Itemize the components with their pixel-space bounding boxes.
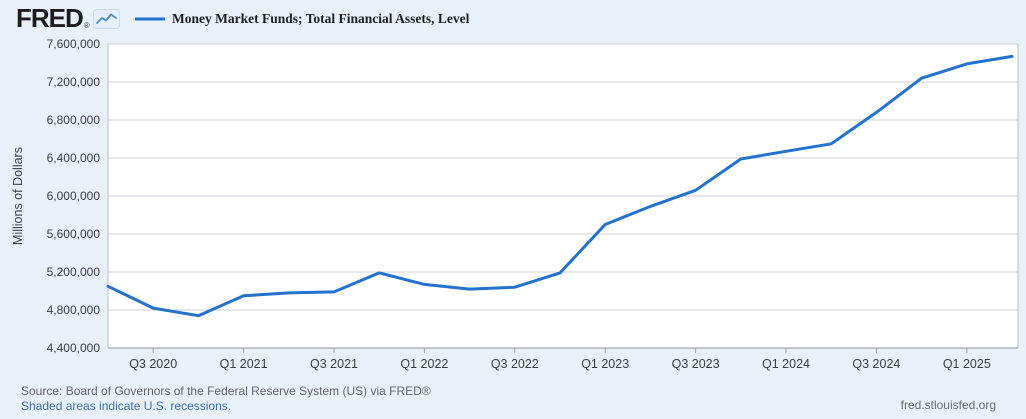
x-tick-label: Q3 2022	[491, 357, 539, 371]
data-line	[106, 54, 1014, 318]
y-axis-title: Millions of Dollars	[11, 147, 25, 245]
site-attribution: fred.stlouisfed.org	[900, 398, 996, 412]
x-tick-label: Q1 2021	[220, 357, 268, 371]
x-tick-label: Q1 2022	[400, 357, 448, 371]
x-tick-label: Q3 2023	[672, 357, 720, 371]
y-tick-label: 6,800,000	[47, 113, 101, 127]
x-tick-label: Q1 2024	[762, 357, 810, 371]
source-note: Source: Board of Governors of the Federa…	[21, 384, 431, 398]
x-tick-label: Q3 2020	[129, 357, 177, 371]
x-tick-label: Q3 2021	[310, 357, 358, 371]
y-tick-label: 6,000,000	[47, 189, 101, 203]
recession-note-link[interactable]: Shaded areas indicate U.S. recessions.	[21, 398, 232, 413]
y-tick-label: 5,600,000	[47, 227, 101, 241]
y-tick-label: 4,800,000	[47, 303, 101, 317]
x-tick-label: Q3 2024	[852, 357, 900, 371]
x-tick-label: Q1 2023	[581, 357, 629, 371]
y-tick-label: 4,400,000	[47, 341, 101, 355]
x-tick-label: Q1 2025	[943, 357, 991, 371]
footer-notes: Source: Board of Governors of the Federa…	[21, 384, 431, 413]
y-tick-label: 7,600,000	[47, 37, 101, 51]
y-tick-label: 7,200,000	[47, 75, 101, 89]
fred-logo-text: FRED	[16, 3, 84, 33]
legend-series-label: Money Market Funds; Total Financial Asse…	[172, 11, 470, 26]
chart-legend: Money Market Funds; Total Financial Asse…	[135, 11, 469, 27]
y-tick-label: 5,200,000	[47, 265, 101, 279]
legend-line-swatch	[135, 17, 165, 21]
y-tick-label: 6,400,000	[47, 151, 101, 165]
fred-logo[interactable]: FRED ®	[16, 5, 120, 31]
fred-logo-registered-mark: ®	[83, 21, 90, 30]
fred-logo-chart-icon	[92, 9, 120, 29]
